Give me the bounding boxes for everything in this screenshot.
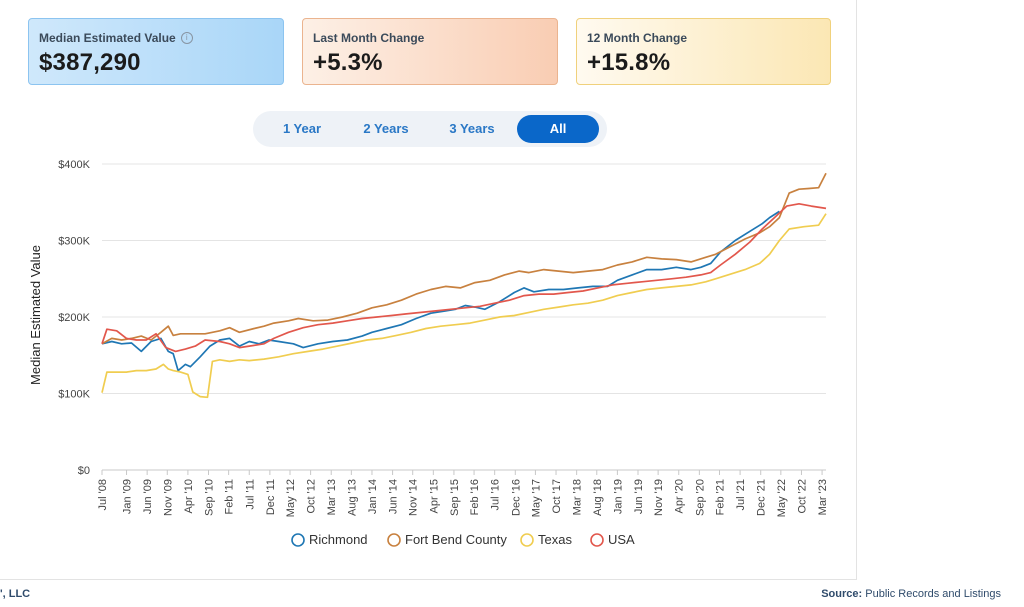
y-tick-label: $300K (58, 236, 90, 248)
x-tick-label: Nov '09 (162, 479, 174, 516)
tab-3-years[interactable]: 3 Years (449, 121, 495, 136)
x-tick-label: Apr '10 (183, 479, 195, 514)
x-tick-label: Feb '16 (469, 479, 481, 515)
x-tick-label: Feb '21 (714, 479, 726, 515)
x-tick-label: Oct '17 (551, 479, 563, 514)
x-tick-label: Mar '18 (572, 479, 584, 515)
x-tick-label: Jan '19 (612, 479, 624, 514)
legend-marker (291, 533, 305, 547)
legend-marker (387, 533, 401, 547)
info-icon[interactable]: i (180, 32, 193, 44)
last-month-change-value: +5.3% (313, 49, 383, 76)
x-tick-label: Jul '21 (735, 479, 747, 510)
x-axis-ticks: Jul '08 Jan '09 Jun '09 Nov '09 Apr '10 Sep '… (97, 470, 829, 517)
source-text: Public Records and Listings (865, 588, 1001, 600)
y-tick-label: $200K (58, 312, 90, 324)
x-tick-label: Jul '11 (244, 479, 256, 510)
x-tick-label: Jul '08 (97, 479, 109, 510)
x-tick-label: Dec '21 (756, 479, 768, 516)
series-line-richmond (101, 210, 780, 372)
x-tick-label: May '12 (285, 479, 297, 517)
legend-label: Texas (538, 532, 572, 547)
series-lines (101, 172, 827, 399)
legend-item-fort-bend-county[interactable]: Fort Bend County (387, 532, 507, 547)
twelve-month-change-card: 12 Month Change +15.8% (576, 18, 831, 85)
widget-frame (0, 0, 857, 580)
x-tick-label: Jun '19 (633, 479, 645, 514)
tab-1-year[interactable]: 1 Year (282, 121, 322, 136)
time-range-tabs: 1 Year 2 Years 3 Years All (253, 111, 607, 147)
x-tick-label: Dec '16 (510, 479, 522, 516)
x-tick-label: Mar '23 (817, 479, 829, 515)
y-axis-ticks: $0 $100K $200K $300K $400K (58, 159, 90, 477)
median-value-label: Median Estimated Value i (39, 31, 273, 45)
last-month-change-label: Last Month Change (313, 31, 425, 45)
y-tick-label: $0 (78, 465, 90, 477)
gridlines (102, 163, 826, 471)
x-tick-label: Nov '14 (408, 479, 420, 516)
median-value-chart: $0 $100K $200K $300K $400K Jul '08 Jan '09 Jun… (28, 159, 829, 547)
median-value: $387,290 (39, 49, 141, 76)
x-tick-label: Dec '11 (265, 479, 277, 515)
twelve-month-change-label: 12 Month Change (587, 31, 688, 45)
series-line-texas (101, 213, 827, 399)
series-line-usa (101, 202, 827, 353)
x-tick-label: Apr '15 (428, 479, 440, 514)
y-tick-label: $100K (58, 389, 90, 401)
legend-item-usa[interactable]: USA (590, 532, 635, 547)
median-value-label-text: Median Estimated Value (39, 31, 176, 45)
legend-label: Richmond (309, 532, 368, 547)
x-tick-label: Jan '09 (122, 479, 134, 514)
x-tick-label: Apr '20 (674, 479, 686, 514)
x-tick-label: Nov '19 (653, 479, 665, 516)
y-tick-label: $400K (58, 159, 90, 171)
last-month-change-card: Last Month Change +5.3% (302, 18, 558, 85)
footer-company: ', LLC (0, 588, 31, 600)
x-tick-label: Sep '20 (694, 479, 706, 516)
tab-all[interactable]: All (517, 115, 599, 143)
x-tick-label: Mar '13 (326, 479, 338, 515)
legend: Richmond Fort Bend County Texas USA (291, 532, 635, 547)
x-tick-label: May '17 (530, 479, 542, 517)
legend-item-texas[interactable]: Texas (520, 532, 572, 547)
tab-2-years[interactable]: 2 Years (363, 121, 409, 136)
legend-marker (590, 533, 604, 547)
twelve-month-change-value: +15.8% (587, 49, 671, 76)
median-value-card: Median Estimated Value i $387,290 (28, 18, 284, 85)
legend-marker (520, 533, 534, 547)
x-tick-label: Aug '18 (592, 479, 604, 516)
source-label: Source: (821, 588, 863, 600)
x-tick-label: Oct '12 (306, 479, 318, 514)
footer-source: Source: Public Records and Listings (821, 588, 1001, 600)
x-tick-label: May '22 (776, 479, 788, 517)
y-axis-label: Median Estimated Value (28, 245, 43, 385)
x-tick-label: Jan '14 (367, 479, 379, 514)
x-tick-label: Sep '10 (204, 479, 216, 516)
legend-item-richmond[interactable]: Richmond (291, 532, 368, 547)
x-tick-label: Aug '13 (346, 479, 358, 516)
x-tick-label: Feb '11 (224, 479, 236, 515)
x-tick-label: Jul '16 (490, 479, 502, 510)
series-line-fort-bend-county (101, 172, 827, 345)
legend-label: Fort Bend County (405, 532, 507, 547)
legend-label: USA (608, 532, 635, 547)
x-tick-label: Jun '09 (142, 479, 154, 514)
x-tick-label: Jun '14 (388, 479, 400, 514)
x-tick-label: Sep '15 (449, 479, 461, 516)
x-tick-label: Oct '22 (796, 479, 808, 514)
